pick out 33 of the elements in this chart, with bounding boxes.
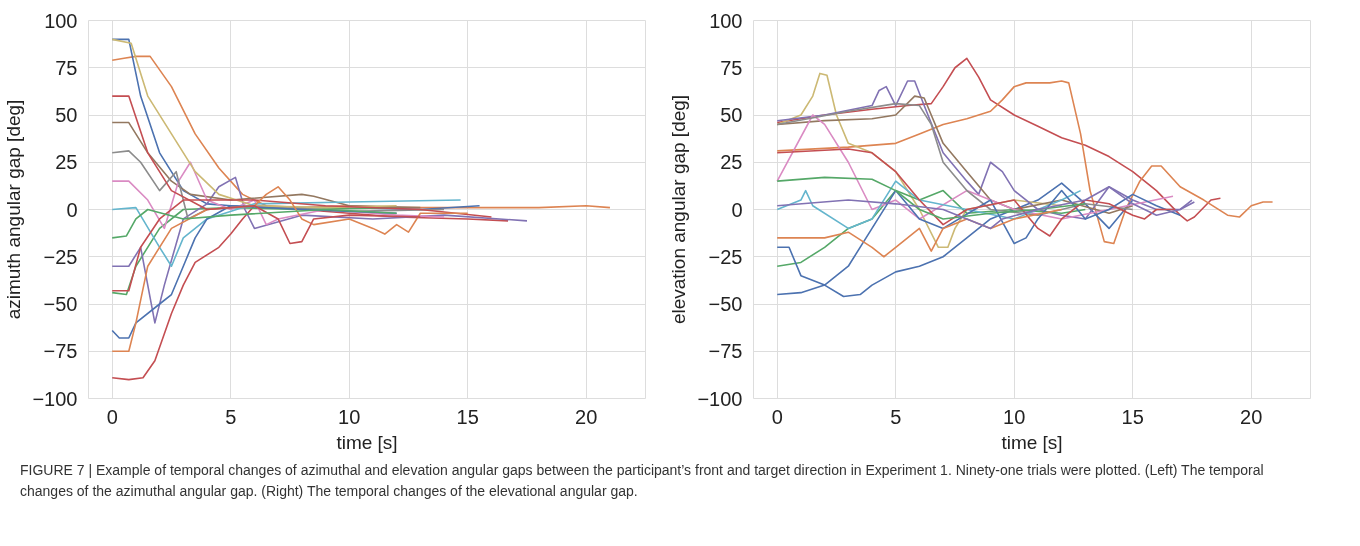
x-tick-label: 5	[225, 405, 237, 428]
y-tick-label: 100	[709, 9, 743, 32]
y-tick-label: −100	[32, 387, 78, 410]
x-tick-label: 0	[771, 405, 783, 428]
y-tick-label: −75	[43, 340, 78, 363]
y-tick-label: 50	[720, 104, 743, 126]
x-tick-label: 20	[1240, 405, 1263, 428]
x-tick-label: 10	[338, 405, 361, 428]
y-tick-label: 100	[44, 9, 78, 32]
y-tick-label: 25	[55, 151, 78, 174]
x-tick-label: 10	[1003, 405, 1026, 428]
y-tick-label: 75	[720, 56, 743, 79]
y-axis-title: elevation angular gap [deg]	[668, 94, 690, 325]
y-tick-label: −75	[708, 340, 743, 363]
x-axis-title: time [s]	[1001, 431, 1063, 453]
x-tick-label: 20	[575, 405, 598, 428]
y-tick-label: 50	[55, 104, 78, 126]
x-tick-label: 5	[890, 405, 902, 428]
y-tick-label: −50	[708, 293, 743, 315]
x-tick-label: 15	[456, 405, 479, 428]
y-axis-title: azimuth angular gap [deg]	[3, 99, 25, 320]
y-tick-label: −100	[697, 387, 743, 410]
x-axis-title: time [s]	[336, 431, 398, 453]
y-tick-label: −25	[708, 245, 743, 268]
y-tick-label: 0	[66, 198, 78, 221]
y-tick-label: 0	[731, 198, 743, 221]
x-tick-label: 0	[106, 405, 118, 428]
x-tick-label: 15	[1121, 405, 1144, 428]
y-tick-label: 25	[720, 151, 743, 174]
caption: FIGURE 7 | Example of temporal changes of azimuthal and elevation angular gaps between the participant’s front and target direction in Experiment 1. Ninety-one trials were plotted. (Left) The temporal changes of the azimuthal angular gap. (Right) The temporal changes of the elevational angular gap.	[20, 461, 1265, 501]
y-tick-label: 75	[55, 56, 78, 79]
y-tick-label: −50	[43, 293, 78, 315]
y-tick-label: −25	[43, 245, 78, 268]
